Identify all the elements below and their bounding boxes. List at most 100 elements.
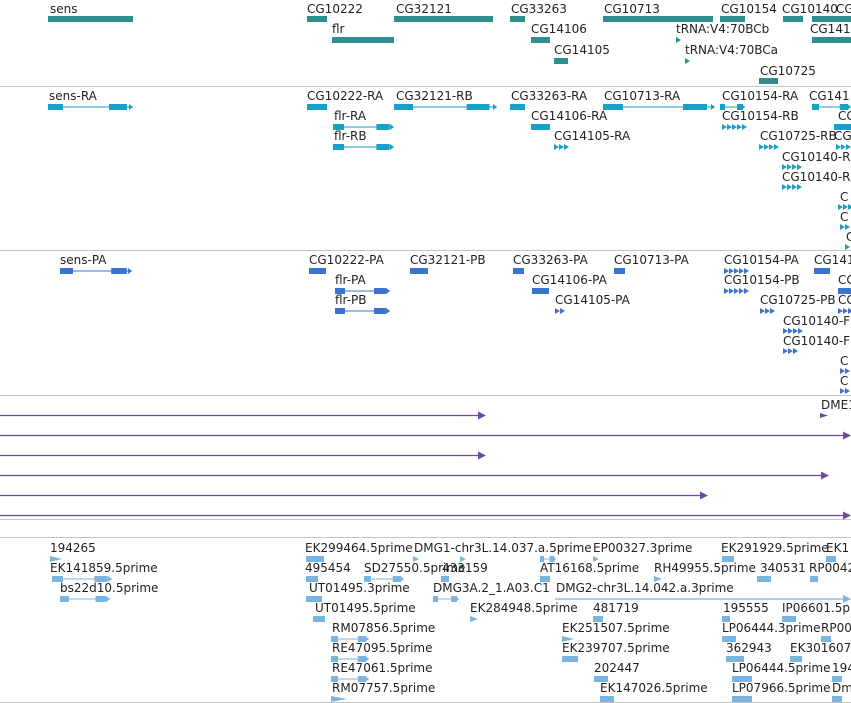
feature-glyph[interactable] (834, 124, 851, 130)
feature-glyph[interactable] (470, 616, 478, 622)
feature-label[interactable]: LP06444.5prime (732, 661, 831, 675)
feature-label[interactable]: CG10154 (721, 2, 777, 16)
feature-label[interactable]: DMG2-chr3L.14.042.a.3prime (556, 581, 734, 595)
feature-glyph[interactable] (722, 556, 734, 562)
feature-label[interactable]: CG10154-PB (724, 273, 800, 287)
feature-label[interactable]: CG10713-RA (604, 89, 681, 103)
feature-glyph[interactable] (812, 37, 851, 43)
feature-glyph[interactable] (836, 144, 851, 150)
feature-glyph[interactable] (814, 268, 830, 274)
feature-label[interactable]: C (840, 354, 849, 368)
feature-label[interactable]: DMG1-chr3L.14.037.a.5prime (414, 541, 592, 555)
feature-label[interactable]: sens (50, 2, 78, 16)
feature-glyph[interactable] (510, 104, 525, 110)
feature-label[interactable]: CG10713 (604, 2, 660, 16)
feature-label[interactable]: 362943 (726, 641, 772, 655)
feature-label[interactable]: C (840, 374, 849, 388)
feature-label[interactable]: CG32121-RB (396, 89, 473, 103)
feature-label[interactable]: flr-RA (334, 109, 367, 123)
feature-glyph[interactable] (0, 431, 851, 440)
feature-glyph[interactable] (820, 413, 828, 418)
feature-glyph[interactable] (333, 124, 394, 130)
feature-label[interactable]: CG10154-RB (722, 109, 799, 123)
feature-label[interactable]: CG10725 (760, 64, 816, 78)
feature-label[interactable]: CG (838, 293, 851, 307)
feature-glyph[interactable] (307, 104, 327, 110)
feature-label[interactable]: EK291929.5prime (721, 541, 829, 555)
feature-label[interactable]: EK301607 (790, 641, 851, 655)
feature-glyph[interactable] (60, 596, 110, 602)
feature-label[interactable]: 495454 (305, 561, 351, 575)
feature-label[interactable]: CG141 (838, 109, 851, 123)
feature-glyph[interactable] (812, 16, 851, 22)
feature-glyph[interactable] (724, 268, 749, 274)
feature-label[interactable]: 433159 (442, 561, 488, 575)
feature-glyph[interactable] (840, 368, 850, 374)
feature-glyph[interactable] (433, 596, 459, 602)
feature-glyph[interactable] (331, 656, 369, 662)
feature-label[interactable]: CG (836, 2, 851, 16)
feature-glyph[interactable] (593, 556, 599, 562)
feature-glyph[interactable] (306, 556, 324, 562)
feature-glyph[interactable] (306, 596, 322, 602)
feature-glyph[interactable] (838, 308, 851, 314)
feature-label[interactable]: CG (834, 129, 851, 143)
feature-label[interactable]: CG14105 (554, 43, 610, 57)
feature-glyph[interactable] (840, 224, 850, 230)
feature-glyph[interactable] (783, 328, 803, 334)
feature-label[interactable]: SD27550.5prime (364, 561, 466, 575)
feature-glyph[interactable] (722, 124, 747, 130)
feature-glyph[interactable] (821, 636, 831, 642)
feature-label[interactable]: flr-RB (334, 129, 367, 143)
feature-label[interactable]: 202447 (594, 661, 640, 675)
feature-glyph[interactable] (783, 16, 803, 22)
feature-label[interactable]: CG10725-RB (760, 129, 837, 143)
feature-label[interactable]: C (840, 210, 849, 224)
feature-glyph[interactable] (838, 288, 851, 294)
feature-glyph[interactable] (52, 576, 112, 582)
feature-label[interactable]: CG10725-PB (760, 293, 836, 307)
feature-glyph[interactable] (832, 676, 842, 682)
feature-label[interactable]: RP0042 (809, 561, 851, 575)
feature-glyph[interactable] (832, 696, 842, 702)
feature-glyph[interactable] (654, 576, 662, 582)
feature-glyph[interactable] (783, 348, 798, 354)
feature-glyph[interactable] (759, 144, 779, 150)
feature-label[interactable]: RP00 (821, 621, 851, 635)
feature-glyph[interactable] (603, 104, 715, 110)
feature-glyph[interactable] (562, 636, 574, 642)
feature-glyph[interactable] (826, 556, 836, 562)
feature-glyph[interactable] (413, 556, 419, 562)
feature-glyph[interactable] (732, 676, 752, 682)
feature-glyph[interactable] (0, 411, 486, 420)
feature-glyph[interactable] (760, 308, 775, 314)
feature-glyph[interactable] (313, 616, 325, 622)
feature-label[interactable]: CG10222 (307, 2, 363, 16)
feature-label[interactable]: CG10222-PA (309, 253, 384, 267)
feature-label[interactable]: EK299464.5prime (305, 541, 413, 555)
feature-label[interactable]: CG32121 (396, 2, 452, 16)
feature-label[interactable]: RM07856.5prime (332, 621, 436, 635)
feature-label[interactable]: CG14105-RA (554, 129, 631, 143)
feature-glyph[interactable] (838, 204, 851, 210)
feature-glyph[interactable] (554, 144, 569, 150)
feature-glyph[interactable] (540, 556, 556, 562)
feature-label[interactable]: CG141 (809, 89, 850, 103)
feature-label[interactable]: 195555 (723, 601, 769, 615)
feature-label[interactable]: sens-PA (60, 253, 107, 267)
feature-label[interactable]: C (846, 230, 851, 244)
feature-label[interactable]: DMG3A.2_1.A03.C1 (433, 581, 550, 595)
feature-glyph[interactable] (532, 288, 549, 294)
feature-glyph[interactable] (460, 556, 466, 562)
feature-glyph[interactable] (331, 696, 347, 702)
feature-label[interactable]: CG10140-R (782, 150, 851, 164)
feature-label[interactable]: flr-PB (335, 293, 367, 307)
feature-label[interactable]: CG14105-PA (555, 293, 630, 307)
feature-label[interactable]: RE47095.5prime (332, 641, 433, 655)
feature-glyph[interactable] (676, 37, 681, 43)
feature-glyph[interactable] (555, 308, 565, 314)
feature-label[interactable]: CG10713-PA (614, 253, 689, 267)
feature-glyph[interactable] (0, 471, 829, 480)
feature-label[interactable]: CG14106 (531, 22, 587, 36)
